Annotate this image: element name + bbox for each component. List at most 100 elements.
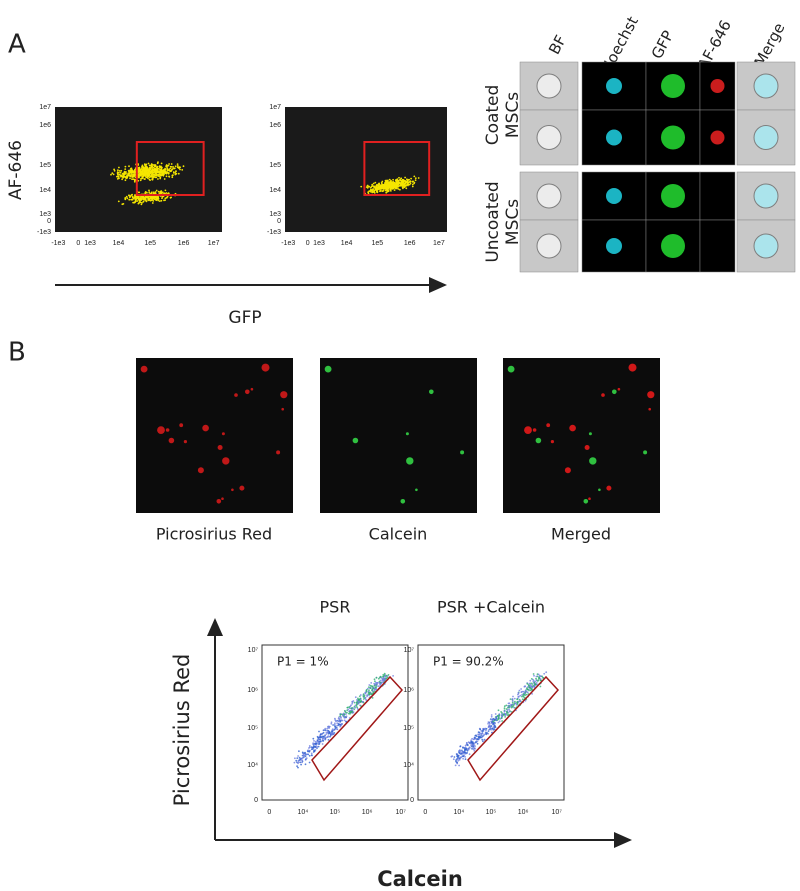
event-dot (182, 165, 185, 168)
cell (753, 73, 779, 99)
particle (221, 432, 225, 436)
event-dot (476, 742, 479, 745)
event-dot (403, 180, 406, 182)
event-dot (511, 700, 514, 702)
group-label: Uncoated (483, 181, 503, 262)
channel-label: GFP (648, 28, 678, 62)
event-dot (143, 178, 146, 181)
event-dot (538, 676, 540, 679)
event-dot (481, 738, 484, 741)
event-dot (121, 203, 124, 206)
event-dot (324, 738, 327, 741)
event-dot (144, 175, 146, 177)
x-tick-label: 1e4 (113, 240, 125, 247)
x-tick-label: 10⁴ (297, 809, 308, 816)
x-tick-label: 1e4 (341, 240, 353, 247)
event-dot (153, 167, 156, 170)
event-dot (477, 738, 479, 741)
event-dot (497, 721, 500, 724)
event-dot (305, 757, 308, 760)
event-dot (490, 714, 493, 716)
x-tick-label: 10⁵ (486, 809, 497, 816)
event-dot (505, 710, 508, 713)
event-dot (159, 176, 162, 179)
event-dot (497, 718, 500, 720)
cell (536, 125, 562, 150)
event-dot (484, 727, 487, 730)
event-dot (136, 200, 139, 202)
event-dot (468, 741, 471, 744)
event-dot (124, 165, 127, 168)
event-dot (498, 713, 501, 716)
event-dot (382, 675, 384, 678)
event-dot (541, 675, 543, 678)
event-dot (483, 738, 486, 741)
cell-image (699, 219, 736, 273)
event-dot (461, 750, 464, 753)
event-dot (406, 178, 408, 181)
event-dot (166, 195, 169, 198)
event-dot (167, 172, 170, 175)
event-dot (377, 183, 380, 185)
event-dot (124, 198, 127, 201)
event-dot (473, 749, 476, 752)
event-dot (161, 173, 164, 176)
event-dot (372, 182, 375, 185)
particle (222, 457, 230, 465)
event-dot (303, 754, 305, 757)
event-dot (150, 165, 153, 168)
event-dot (153, 192, 155, 195)
event-dot (351, 701, 354, 704)
event-dot (375, 681, 377, 684)
event-dot (379, 189, 382, 192)
event-dot (377, 685, 380, 688)
event-dot (413, 175, 416, 178)
event-dot (296, 757, 299, 759)
event-dot (532, 685, 534, 687)
event-dot (342, 712, 345, 715)
event-dot (391, 185, 394, 187)
event-dot (334, 725, 337, 728)
event-dot (375, 190, 378, 193)
particle (239, 485, 245, 491)
event-dot (134, 196, 137, 198)
event-dot (315, 743, 318, 746)
event-dot (307, 749, 309, 752)
event-dot (517, 691, 520, 694)
event-dot (117, 200, 120, 203)
event-dot (160, 168, 163, 171)
event-dot (380, 185, 382, 188)
x-tick-label: 1e7 (208, 240, 220, 247)
event-dot (458, 764, 460, 767)
event-dot (335, 726, 338, 729)
event-dot (156, 167, 159, 170)
particle (281, 407, 285, 411)
event-dot (462, 755, 465, 758)
event-dot (480, 734, 482, 737)
event-dot (168, 175, 170, 178)
event-dot (380, 181, 383, 184)
event-dot (384, 677, 386, 680)
event-dot (137, 196, 139, 199)
event-dot (148, 189, 150, 192)
event-dot (312, 746, 314, 749)
cell (710, 79, 725, 93)
event-dot (155, 176, 158, 179)
event-dot (176, 163, 179, 166)
cell-image (699, 171, 736, 221)
particle (202, 424, 209, 432)
event-dot (454, 764, 457, 767)
event-dot (399, 179, 401, 181)
event-dot (336, 724, 338, 727)
event-dot (117, 169, 119, 172)
x-tick-label: 1e5 (144, 240, 156, 247)
event-dot (144, 169, 147, 171)
event-dot (504, 714, 507, 717)
event-dot (359, 694, 362, 696)
event-dot (368, 691, 371, 694)
particle (234, 393, 238, 397)
event-dot (392, 675, 394, 677)
event-dot (181, 169, 184, 171)
event-dot (157, 199, 160, 202)
event-dot (165, 175, 168, 178)
